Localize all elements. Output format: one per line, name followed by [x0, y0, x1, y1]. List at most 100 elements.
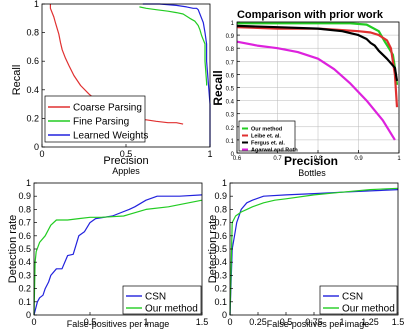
bottles-title: Comparison with prior work [237, 9, 384, 21]
bottom-right-xtick-label: 1.25 [361, 317, 379, 327]
bottom-left-legend-label: Our method [145, 304, 198, 315]
bottom-left-ytick-label: 0.3 [18, 270, 31, 280]
bottom-right-xtick-label: 1.5 [392, 317, 405, 327]
bottles-legend-box [238, 120, 296, 152]
apples-legend-label: Fine Parsing [73, 117, 129, 128]
bottles-ytick-label: 0.4 [226, 100, 235, 106]
apples-ytick-label: 0.8 [26, 28, 39, 38]
bottles-subtitle: Bottles [298, 168, 326, 178]
bottom-right-xtick-label: 0.75 [305, 317, 323, 327]
bottles-ytick-label: 0.2 [226, 126, 235, 132]
bottom-left-series-csn [33, 194, 203, 316]
apples-xtick-label: 1 [207, 149, 212, 159]
bottom-right-ytick-label: 0.5 [214, 244, 227, 254]
bottom-left-ytick-label: 0.8 [18, 204, 31, 214]
bottom-left-chart: Detection rate False-positives per image [7, 215, 169, 329]
bottles-ytick-label: 0.9 [226, 34, 235, 40]
bottom-right-ytick-label: 0.3 [214, 270, 227, 280]
bottom-right-ytick-label: 0.4 [214, 257, 227, 267]
bottom-left-ytick-label: 0.4 [18, 257, 31, 267]
bottom-left-ylabel: Detection rate [7, 215, 19, 283]
apples-chart: Recall Precision Apples [11, 65, 149, 176]
bottles-series-agarwal-and-roth [236, 40, 396, 141]
bottles-ytick-label: 0.5 [226, 87, 235, 93]
bottom-right-xtick-label: 0 [227, 317, 232, 327]
bottles-series-fergus-et-al [236, 24, 399, 82]
bottom-right-plot: 00.10.20.30.40.50.60.70.80.910 0.25 0.5 0.7… [214, 178, 404, 327]
bottom-right-xtick-label: 0.5 [280, 317, 293, 327]
bottom-right-legend-label: Our method [342, 304, 395, 315]
bottom-left-xtick-label: 1 [143, 317, 148, 327]
bottles-ytick-label: 0 [231, 152, 235, 158]
bottom-left-ytick-label: 0.5 [18, 244, 31, 254]
apples-xtick-label: 0.5 [120, 149, 133, 159]
bottom-left-ytick-label: 0.7 [18, 218, 31, 228]
apples-ytick-label: 0 [34, 142, 39, 152]
bottles-legend-label: Fergus et. al. [251, 141, 285, 147]
bottles-ytick-label: 0.3 [226, 113, 235, 119]
apples-legend: Coarse Parsing Fine Parsing Learned Weight… [44, 95, 148, 143]
bottom-left-legend-box [122, 285, 202, 315]
apples-series-learned-weights [142, 3, 211, 147]
bottles-plot: 0 0.1 0.2 0.3 0.4 0.5 0.6 0.7 0.8 0.9 1 0.6 0.7 0.8 0.… [226, 21, 402, 162]
bottom-right-ylabel: Detection rate [207, 215, 219, 283]
apples-ytick-label: 0.2 [26, 113, 39, 123]
bottom-left-ytick-label: 0 [26, 310, 31, 320]
bottom-right-legend-box [319, 285, 398, 315]
bottom-right-ytick-label: 0.2 [214, 284, 227, 294]
apples-ylabel: Recall [11, 65, 23, 96]
bottom-left-ytick-label: 0.6 [18, 231, 31, 241]
bottom-right-xtick-label: 0.25 [249, 317, 267, 327]
bottles-xlabel: Precision [284, 154, 338, 168]
bottom-right-legend-label: CSN [342, 292, 363, 303]
apples-subtitle: Apples [112, 166, 140, 176]
bottles-legend-label: Our method [251, 127, 282, 133]
bottom-left-legend-label: CSN [145, 292, 166, 303]
apples-ytick-label: 0.6 [26, 56, 39, 66]
bottles-ytick-label: 1 [231, 21, 235, 27]
apples-xtick-label: 0 [39, 149, 44, 159]
apples-ytick-label: 0.4 [26, 85, 39, 95]
bottom-right-series-our-method [229, 187, 399, 316]
bottles-ytick-label: 0.7 [226, 60, 235, 66]
bottom-left-ytick-label: 0.2 [18, 284, 31, 294]
bottom-right-chart: Detection rate False-positives per image [207, 215, 369, 329]
bottom-left-xtick-label: 1.5 [196, 317, 209, 327]
bottles-xtick-label: 0.7 [273, 156, 282, 162]
bottom-right-ytick-label: 0.7 [214, 218, 227, 228]
bottles-series-leibe-et-al [236, 26, 399, 108]
bottom-left-xtick-label: 0 [31, 317, 36, 327]
bottles-xtick-label: 0.6 [233, 156, 242, 162]
bottom-left-series-our-method [33, 199, 203, 316]
apples-series-fine-parsing [139, 6, 208, 86]
bottles-chart: Comparison with prior work Recall Precis… [211, 9, 384, 178]
bottom-left-ytick-label: 1 [26, 178, 31, 188]
bottles-xtick-label: 1 [397, 156, 401, 162]
bottom-left-plot: 00.10.20.30.40.50.60.70.80.910 0.5 1 1.5CSN… [18, 178, 208, 327]
bottles-ylabel: Recall [211, 70, 225, 105]
bottles-ytick-label: 0.1 [226, 139, 235, 145]
bottom-left-xlabel: False-positives per image [67, 319, 170, 329]
bottles-xtick-label: 0.8 [314, 156, 323, 162]
bottles-legend-label: Leibe et. al. [251, 134, 281, 140]
bottom-left-ytick-label: 0.1 [18, 297, 31, 307]
apples-legend-label: Coarse Parsing [73, 103, 142, 114]
apples-xlabel: Precision [103, 155, 148, 167]
bottles-xtick-label: 0.9 [354, 156, 363, 162]
apples-series-coarse-parsing [49, 4, 184, 125]
bottom-right-ytick-label: 0.9 [214, 191, 227, 201]
bottom-left-ytick-label: 0.9 [18, 191, 31, 201]
apples-legend-label: Learned Weights [73, 131, 148, 142]
bottom-right-ytick-label: 0.1 [214, 297, 227, 307]
apples-plot: 0 0.2 0.4 0.6 0.8 1 0 0.5 1 Coarse Parsing Fine Pa… [26, 0, 212, 159]
bottom-right-ytick-label: 0 [222, 310, 227, 320]
bottom-right-ytick-label: 0.6 [214, 231, 227, 241]
apples-ytick-label: 1 [34, 0, 39, 9]
bottom-right-xtick-label: 1 [339, 317, 344, 327]
bottom-left-xtick-label: 0.5 [84, 317, 97, 327]
bottles-ytick-label: 0.6 [226, 73, 235, 79]
bottles-legend-label: Agarwal and Roth [251, 148, 298, 154]
